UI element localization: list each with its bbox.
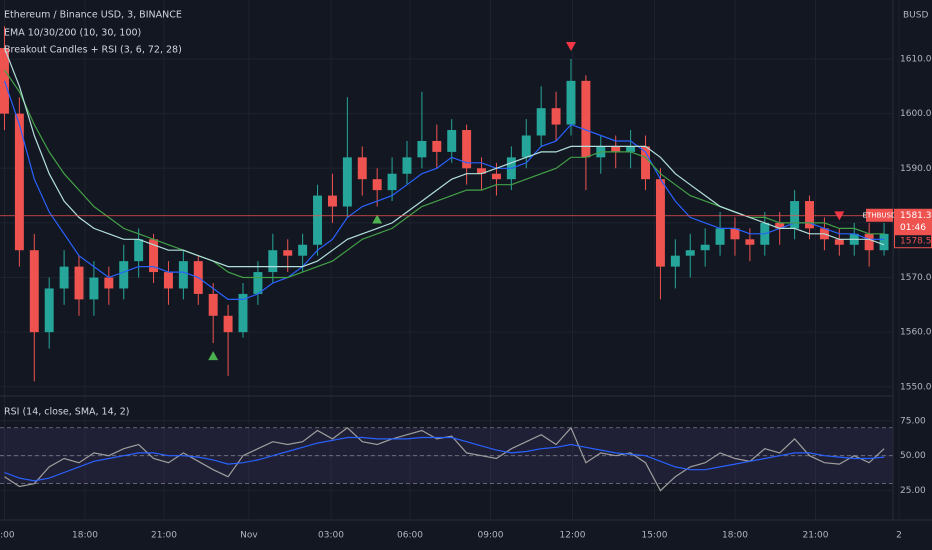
candle-body — [670, 255, 680, 267]
candle-body — [357, 157, 367, 180]
candle-body — [834, 239, 844, 245]
y-tick-label: 50.00 — [900, 451, 926, 461]
y-tick-label: 1610.00 — [900, 55, 932, 65]
candle-body — [387, 173, 397, 191]
y-tick-label: 1600.00 — [900, 109, 932, 119]
candle-body — [283, 250, 293, 256]
candle-body — [551, 108, 561, 125]
rsi-title: RSI (14, close, SMA, 14, 2) — [4, 407, 129, 418]
candle-body — [790, 201, 800, 229]
candle-body — [655, 179, 665, 267]
candle-body — [253, 272, 263, 294]
candle-body — [685, 250, 695, 256]
candle-body — [238, 293, 248, 333]
candle-body — [74, 266, 84, 300]
axis-label: BUSD — [903, 11, 928, 21]
x-tick-label: 09:00 — [478, 531, 504, 541]
candle-body — [745, 239, 755, 245]
candle-body — [313, 195, 323, 245]
x-tick-label: 03:00 — [318, 531, 344, 541]
buy-signal — [372, 214, 383, 224]
symbol-tag: ETHBUSD — [863, 212, 897, 220]
sell-signal — [565, 42, 576, 52]
candle-body — [432, 140, 442, 152]
candle-body — [879, 233, 889, 251]
x-tick-label: 15:00 — [642, 531, 668, 541]
indicator-legend: Breakout Candles + RSI (3, 6, 72, 28) — [4, 45, 182, 56]
candle-body — [0, 48, 9, 114]
x-tick-label: 12:00 — [560, 531, 586, 541]
y-tick-label: 1590.00 — [900, 164, 932, 174]
candle-body — [417, 140, 427, 158]
buy-signal — [208, 351, 219, 361]
x-tick-label: 2 — [896, 531, 902, 541]
x-tick-label: 06:00 — [397, 531, 423, 541]
candle-body — [163, 272, 173, 289]
ema-line — [3, 47, 885, 268]
candle-body — [89, 277, 99, 300]
candle-body — [730, 228, 740, 240]
candle-body — [491, 173, 501, 180]
candle-body — [641, 146, 650, 180]
candle-body — [119, 261, 129, 289]
candle-body — [342, 157, 352, 207]
candle-body — [59, 266, 69, 289]
candle-body — [14, 113, 24, 251]
x-tick-label: 21:00 — [151, 531, 177, 541]
last-price-label: 1581.31 — [900, 211, 932, 221]
candle-body — [864, 233, 874, 251]
plot — [0, 26, 893, 492]
candle-body — [715, 228, 725, 245]
candle-body — [700, 244, 710, 251]
candle-body — [104, 277, 114, 289]
y-tick-label: 1560.00 — [900, 328, 932, 338]
indicator-legend: EMA 10/30/200 (10, 30, 100) — [4, 28, 141, 39]
candle-body — [447, 130, 457, 152]
countdown-label: 01:46 — [900, 223, 926, 233]
last-price-box — [894, 208, 932, 235]
candle-body — [372, 179, 382, 191]
candle-body — [536, 108, 546, 136]
y-tick-label: 25.00 — [900, 486, 926, 496]
y-tick-label: 75.00 — [900, 416, 926, 426]
candle-body — [805, 201, 814, 229]
rsi-line — [4, 436, 885, 482]
x-tick-label: Nov — [240, 531, 258, 541]
candle-body — [462, 130, 472, 169]
candle-body — [611, 146, 621, 152]
candle-body — [149, 239, 159, 273]
symbol-tag-box — [866, 208, 893, 222]
candle-body — [134, 239, 144, 262]
candle-body — [298, 244, 308, 256]
ema-line — [3, 80, 885, 300]
candle-body — [44, 288, 54, 333]
candle-body — [402, 157, 412, 174]
x-tick-label: 5:00 — [0, 531, 15, 541]
candle-body — [268, 250, 278, 273]
candle-body — [477, 168, 487, 174]
candle-body — [223, 315, 233, 333]
chart-title: Ethereum / Binance USD, 3, BINANCE — [4, 10, 182, 21]
candle-body — [775, 222, 785, 229]
candle-body — [626, 146, 636, 152]
x-tick-label: 18:00 — [722, 531, 748, 541]
candle-body — [521, 135, 531, 158]
x-tick-label: 18:00 — [72, 531, 98, 541]
candle-body — [178, 261, 188, 289]
candle-body — [566, 80, 576, 125]
candle-body — [208, 293, 218, 316]
candle-body — [29, 250, 39, 333]
candle-body — [327, 195, 337, 207]
x-tick-label: 21:00 — [803, 531, 829, 541]
y-tick-label: 1570.00 — [900, 273, 932, 283]
candle-body — [581, 80, 591, 158]
y-tick-label: 1550.00 — [900, 382, 932, 392]
prev-price-label: 1578.57 — [900, 237, 932, 247]
